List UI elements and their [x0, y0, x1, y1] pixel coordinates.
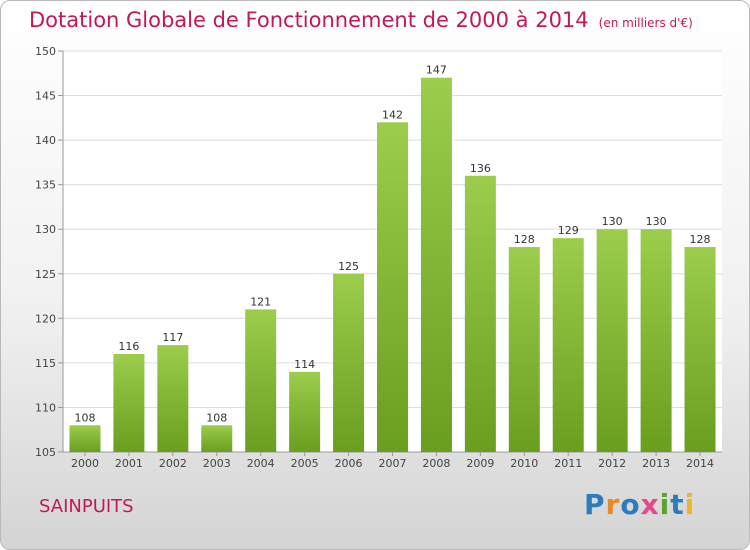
x-tick-label: 2008 [422, 457, 450, 470]
x-tick-label: 2002 [159, 457, 187, 470]
y-tick-label: 125 [35, 268, 56, 281]
x-tick-label: 2007 [379, 457, 407, 470]
bar-2005 [289, 371, 321, 452]
data-label: 128 [690, 233, 711, 246]
x-tick-label: 2005 [291, 457, 319, 470]
bar-2000 [69, 425, 101, 452]
x-tick-label: 2004 [247, 457, 275, 470]
data-label: 128 [514, 233, 535, 246]
data-label: 142 [382, 108, 403, 121]
x-tick-label: 2001 [115, 457, 143, 470]
bar-2008 [420, 77, 452, 452]
proxiti-logo[interactable]: Proxiti [584, 488, 696, 521]
commune-name: SAINPUITS [39, 496, 134, 517]
data-label: 136 [470, 162, 491, 175]
bar-2006 [333, 273, 365, 452]
data-label: 130 [646, 215, 667, 228]
y-tick-label: 130 [35, 223, 56, 236]
bar-2009 [464, 175, 496, 452]
data-label: 108 [74, 411, 95, 424]
x-tick-label: 2010 [510, 457, 538, 470]
bar-2014 [684, 247, 716, 452]
x-tick-label: 2003 [203, 457, 231, 470]
data-label: 114 [294, 358, 315, 371]
data-labels: 108 116 117 108 121 114 125 142 147 136 128 129 130 1… [74, 64, 710, 425]
data-label: 108 [206, 411, 227, 424]
bar-2007 [377, 122, 408, 453]
data-label: 130 [602, 215, 623, 228]
data-label: 121 [250, 295, 271, 308]
axes: 105 110 115 120 125 130 135 140 145 150 2000 2001 20… [35, 45, 722, 470]
y-tick-label: 145 [35, 90, 56, 103]
y-tick-label: 140 [35, 134, 56, 147]
bar-2012 [596, 229, 628, 452]
y-tick-label: 135 [35, 179, 56, 192]
y-tick-label: 105 [35, 446, 56, 459]
bar-2003 [201, 425, 233, 452]
chart-subtitle: (en milliers d'€) [598, 16, 693, 30]
x-tick-label: 2009 [466, 457, 494, 470]
y-tick-label: 115 [35, 357, 56, 370]
x-tick-label: 2012 [598, 457, 626, 470]
x-tick-label: 2013 [642, 457, 670, 470]
data-label: 129 [558, 224, 579, 237]
x-tick-label: 2006 [335, 457, 363, 470]
data-label: 125 [338, 260, 359, 273]
x-tick-label: 2000 [71, 457, 99, 470]
data-label: 147 [426, 64, 447, 77]
bar-2002 [157, 345, 189, 452]
chart-title: Dotation Globale de Fonctionnement de 20… [29, 8, 693, 32]
data-label: 116 [118, 340, 139, 353]
y-tick-label: 110 [35, 401, 56, 414]
bar-2013 [640, 229, 672, 452]
bars [69, 77, 716, 453]
x-tick-label: 2011 [554, 457, 582, 470]
y-tick-label: 150 [35, 45, 56, 58]
bar-2010 [508, 247, 540, 452]
x-tick-label: 2014 [686, 457, 714, 470]
bar-2004 [245, 309, 277, 452]
y-tick-label: 120 [35, 312, 56, 325]
bar-2011 [552, 238, 584, 452]
data-label: 117 [162, 331, 183, 344]
title-text: Dotation Globale de Fonctionnement de 20… [29, 8, 589, 32]
bar-2001 [113, 353, 145, 452]
